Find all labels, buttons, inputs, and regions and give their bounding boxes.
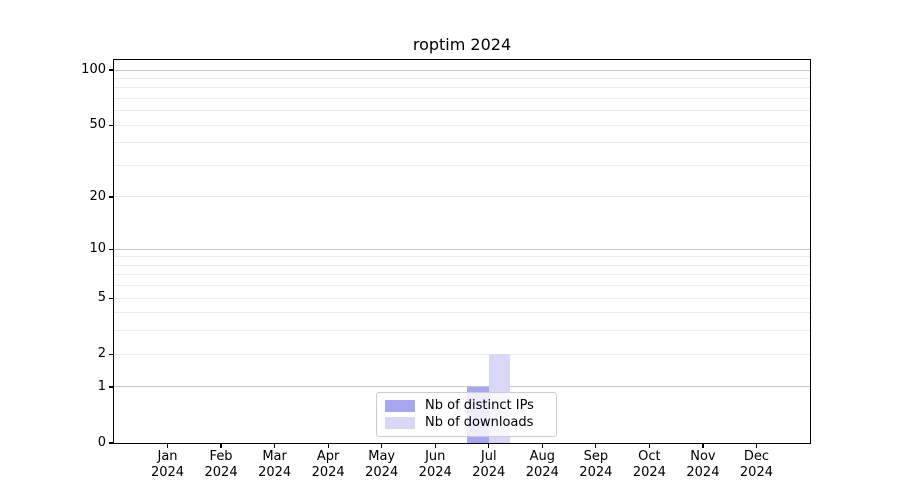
x-tick-label: Jun 2024 — [418, 449, 452, 480]
x-tick-label: Sep 2024 — [579, 449, 613, 480]
minor-gridline — [114, 164, 810, 166]
y-tick — [109, 248, 114, 250]
y-tick-label: 20 — [89, 188, 106, 204]
y-tick-label: 0 — [97, 435, 106, 450]
minor-gridline — [114, 110, 810, 112]
plot-area: 0 1 2 5 10 20 50 100 Jan 2024 Feb 2024 Mar 2024 Apr… — [81, 59, 811, 480]
x-tick-label: Jan 2024 — [150, 449, 185, 480]
minor-gridline — [114, 274, 810, 276]
y-tick — [109, 442, 114, 444]
chart-title: roptim 2024 — [412, 35, 512, 54]
x-tick-label: Dec 2024 — [739, 449, 773, 480]
minor-gridline — [114, 77, 810, 79]
x-tick — [381, 443, 383, 448]
x-tick — [488, 443, 490, 448]
x-tick — [541, 443, 543, 448]
x-tick — [166, 443, 169, 448]
y-tick-label: 50 — [89, 117, 106, 133]
legend-label-downloads: Nb of downloads — [425, 415, 534, 431]
y-tick-label: 5 — [97, 290, 106, 306]
x-tick-label: Jul 2024 — [472, 449, 506, 480]
major-gridline — [114, 248, 810, 250]
y-tick-label: 100 — [81, 62, 106, 77]
major-gridline — [114, 69, 810, 71]
y-tick — [109, 353, 114, 355]
y-tick-label: 1 — [97, 378, 106, 394]
legend-swatch-downloads-icon — [385, 417, 415, 430]
minor-gridline — [114, 330, 810, 332]
legend: Nb of distinct IPs Nb of downloads — [376, 392, 557, 437]
minor-gridline — [114, 87, 810, 89]
y-tick — [109, 69, 114, 71]
minor-gridline — [114, 285, 810, 287]
x-tick — [220, 443, 222, 448]
minor-gridline — [114, 353, 810, 355]
y-tick-label: 2 — [97, 346, 106, 362]
x-tick — [595, 443, 597, 448]
legend-item-distinct-ips: Nb of distinct IPs — [385, 397, 548, 415]
y-tick-label: 10 — [89, 241, 106, 257]
y-tick — [109, 196, 114, 198]
y-tick — [109, 124, 114, 126]
x-tick-label: Aug 2024 — [525, 449, 559, 480]
x-tick — [648, 443, 651, 448]
major-gridline — [114, 386, 810, 388]
minor-gridline — [114, 196, 810, 198]
minor-gridline — [114, 297, 810, 299]
x-tick-label: Feb 2024 — [204, 449, 238, 480]
x-tick-label: May 2024 — [365, 449, 399, 480]
x-tick-label: Oct 2024 — [632, 449, 666, 480]
minor-gridline — [114, 256, 810, 258]
x-tick — [273, 443, 276, 448]
x-tick-label: Apr 2024 — [311, 449, 345, 480]
minor-gridline — [114, 124, 810, 126]
y-tick — [109, 297, 114, 299]
x-tick-label: Mar 2024 — [258, 449, 292, 480]
x-tick — [434, 443, 436, 448]
x-tick — [755, 443, 758, 448]
x-tick — [702, 443, 704, 448]
minor-gridline — [114, 142, 810, 144]
legend-label-distinct-ips: Nb of distinct IPs — [425, 397, 534, 413]
y-tick — [109, 386, 114, 388]
legend-item-downloads: Nb of downloads — [385, 415, 548, 433]
legend-swatch-distinct-ips-icon — [385, 399, 415, 412]
minor-gridline — [114, 97, 810, 99]
minor-gridline — [114, 312, 810, 314]
x-tick-label: Nov 2024 — [686, 449, 720, 480]
x-tick — [327, 443, 329, 448]
minor-gridline — [114, 264, 810, 266]
